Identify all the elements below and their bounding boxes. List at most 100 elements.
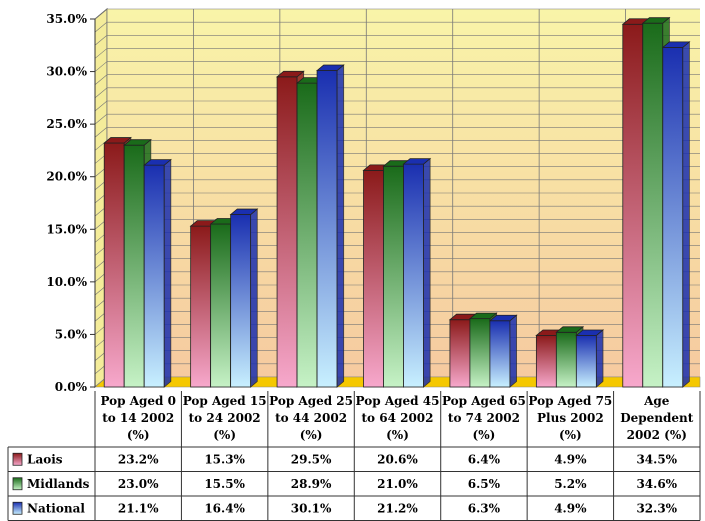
category-label: (%) (386, 428, 409, 442)
gridline-side (94, 113, 108, 125)
category-label: to 14 2002 (102, 411, 174, 425)
gridline-side (94, 61, 108, 72)
data-label: 4.9% (554, 452, 587, 466)
category-label: to 74 2002 (448, 411, 520, 425)
y-tick-label: 5.0% (55, 327, 88, 341)
category-label: to 24 2002 (189, 411, 261, 425)
bar-front (642, 22, 664, 388)
bar-front (662, 46, 684, 388)
bar-side (595, 329, 604, 388)
data-label: 6.5% (468, 477, 501, 491)
data-label: 30.1% (291, 501, 332, 515)
data-label: 6.3% (468, 501, 501, 515)
category-label: to 44 2002 (275, 411, 347, 425)
y-tick-label: 20.0% (46, 170, 87, 184)
bar-front (123, 144, 145, 388)
legend-swatch-national (12, 501, 23, 515)
category-label: (%) (127, 428, 150, 442)
bar-front (575, 335, 597, 388)
bar-side (336, 64, 345, 388)
bar-top (641, 17, 671, 24)
data-label: 20.6% (377, 452, 418, 466)
gridline-side (94, 100, 108, 112)
bar-front (210, 223, 232, 388)
data-table: Pop Aged 0 to 14 2002 (%) Pop Aged 15 to 24 … (7, 391, 701, 521)
category-label: (%) (473, 428, 496, 442)
data-label: 23.2% (118, 452, 159, 466)
bars (103, 16, 691, 388)
gridline-side (94, 87, 108, 99)
data-label: 28.9% (291, 477, 332, 491)
bar-front (230, 214, 252, 388)
data-label: 4.9% (554, 501, 587, 515)
bar-front (469, 318, 491, 388)
bar-front (363, 170, 384, 388)
data-label: 5.2% (554, 477, 587, 491)
bar-top (229, 208, 259, 215)
bar-front (489, 320, 511, 388)
legend-label: Laois (27, 452, 63, 466)
bar-front (383, 165, 404, 388)
category-label: (%) (300, 428, 323, 442)
bar-front (555, 331, 577, 388)
data-label: 29.5% (291, 452, 332, 466)
bar-side (250, 208, 258, 388)
bar-national-5 (575, 329, 605, 388)
bar-top (661, 41, 691, 48)
bar-front (276, 76, 298, 388)
category-label: to 64 2002 (362, 411, 434, 425)
data-label: 21.1% (118, 501, 159, 515)
data-label: 32.3% (636, 501, 677, 515)
data-label: 21.2% (377, 501, 418, 515)
bar-side (509, 314, 517, 388)
gridline-side (94, 21, 108, 33)
category-label: Dependent (620, 411, 694, 425)
bar-top (555, 326, 585, 333)
data-label: 16.4% (204, 501, 245, 515)
data-label: 15.5% (204, 477, 245, 491)
category-label: (%) (213, 428, 236, 442)
data-label: 6.4% (468, 452, 501, 466)
bar-top (123, 139, 152, 146)
y-tick-label: 10.0% (46, 275, 87, 289)
gridline-side (94, 74, 108, 85)
category-label: (%) (559, 428, 582, 442)
y-axis: 0.0% 5.0% 10.0% 15.0% 20.0% 25.0% 30.0% 35.0% (46, 12, 96, 394)
bar-top (402, 158, 432, 165)
data-label: 34.6% (636, 477, 677, 491)
category-label: Pop Aged 15 (183, 394, 267, 408)
y-tick-label: 0.0% (55, 380, 88, 394)
y-tick-label: 30.0% (46, 65, 87, 79)
bar-top (575, 329, 605, 336)
bar-national-6 (661, 41, 691, 388)
category-label: Age (643, 394, 670, 408)
category-label: Pop Aged 45 (356, 394, 440, 408)
bar-top (468, 312, 498, 320)
data-label: 34.5% (636, 452, 677, 466)
bar-top (488, 314, 518, 322)
bar-national-0 (143, 158, 172, 388)
gridline-side (94, 35, 108, 46)
bar-national-3 (402, 157, 432, 388)
category-label: Pop Aged 25 (269, 394, 353, 408)
category-label: Pop Aged 75 (528, 394, 612, 408)
bar-front (103, 142, 125, 388)
data-label: 15.3% (204, 452, 245, 466)
y-tick-label: 25.0% (46, 117, 87, 131)
bar-top (275, 70, 305, 78)
legend-swatch-midlands (12, 477, 23, 491)
category-label: Plus 2002 (537, 411, 604, 425)
y-tick-label: 35.0% (46, 12, 87, 26)
bar-top (103, 137, 132, 144)
bar-side (423, 157, 431, 388)
category-label: Pop Aged 0 (100, 394, 176, 408)
bar-top (143, 159, 172, 166)
gridline-side (94, 8, 108, 20)
bar-front (622, 23, 644, 388)
bar-side (163, 158, 172, 388)
bar-front (316, 70, 338, 388)
legend-swatch-laois (12, 452, 23, 466)
gridline-side (94, 127, 108, 138)
bar-top (315, 64, 345, 71)
